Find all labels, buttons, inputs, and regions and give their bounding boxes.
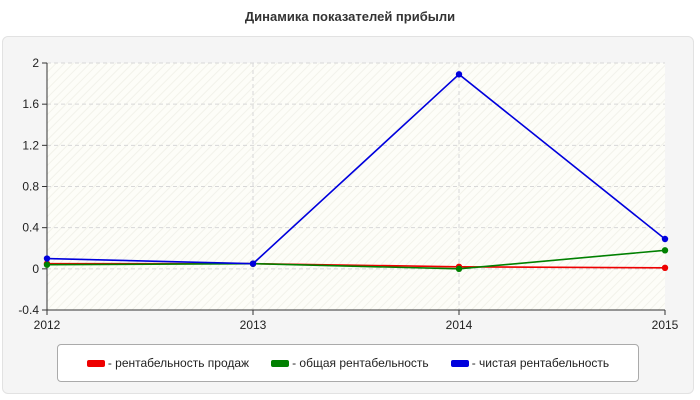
x-tick-label: 2012: [34, 318, 61, 332]
legend-item-net-profitability: - чистая рентабельность: [450, 356, 610, 370]
x-tick-label: 2013: [240, 318, 267, 332]
series-layer: [43, 71, 669, 273]
y-tick-label: 0.4: [22, 221, 39, 235]
legend-swatch-green: [271, 359, 290, 367]
legend-label: - рентабельность продаж: [107, 356, 250, 370]
data-point-series-3: [249, 260, 257, 267]
legend-swatch-red: [86, 359, 105, 367]
legend-swatch-blue: [450, 359, 469, 367]
legend-label: - общая рентабельность: [292, 356, 429, 370]
legend-item-sales-profitability: - рентабельность продаж: [86, 356, 250, 370]
data-point-series-3: [43, 255, 51, 262]
legend-label: - чистая рентабельность: [471, 356, 610, 370]
data-point-series-1: [661, 264, 669, 272]
y-tick-label: -0.4: [18, 303, 39, 317]
data-point-series-3: [661, 235, 669, 243]
x-tick-label: 2014: [446, 318, 473, 332]
series-line-2: [46, 249, 666, 270]
chart-legend: - рентабельность продаж - общая рентабел…: [57, 344, 639, 382]
y-tick-label: 0: [32, 262, 39, 276]
data-point-series-2: [661, 247, 669, 254]
y-tick-label: 1.2: [22, 138, 39, 152]
data-point-series-2: [455, 265, 463, 273]
y-tick-label: 0.8: [22, 180, 39, 194]
ticks-layer: -0.4 0 0.4 0.8 1.2 1.6 2 2012 2013 2014 2015: [18, 56, 678, 332]
y-tick-label: 1.6: [22, 97, 39, 111]
data-point-series-2: [43, 261, 51, 268]
data-point-series-3: [455, 71, 463, 78]
x-tick-label: 2015: [652, 318, 679, 332]
y-tick-label: 2: [32, 56, 39, 70]
legend-item-total-profitability: - общая рентабельность: [271, 356, 429, 370]
series-line-3: [46, 73, 666, 265]
chart-title: Динамика показателей прибыли: [244, 9, 456, 24]
axes-layer: [42, 62, 666, 315]
